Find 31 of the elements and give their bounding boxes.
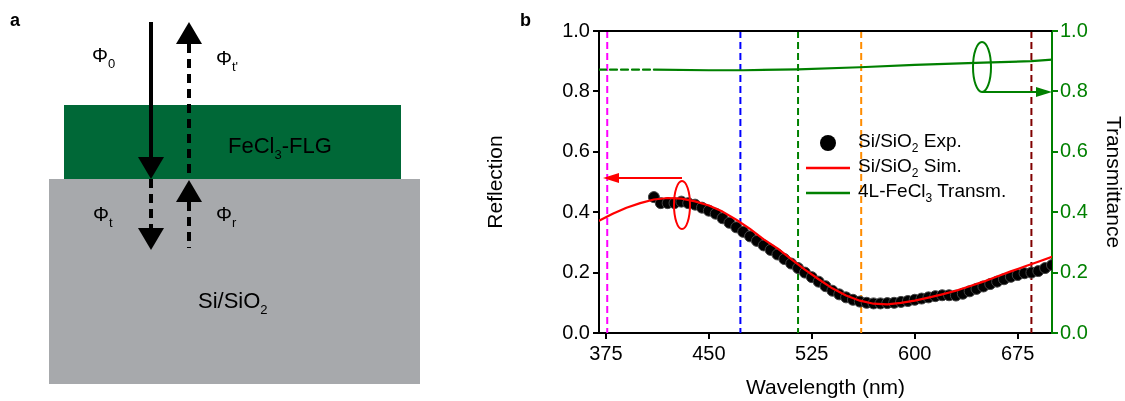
text: Si/SiO$_{2}$	[198, 288, 268, 317]
y-tick-label: 0.4	[562, 199, 590, 222]
y2-axis-title: Transmittance	[1102, 115, 1125, 249]
x-tick-label: 375	[589, 341, 623, 364]
text: a	[10, 10, 21, 31]
y-tick-label: 0.8	[562, 78, 590, 101]
x-tick-label: 450	[692, 341, 726, 364]
y2-tick-label: 0.2	[1060, 260, 1088, 283]
y-tick-label: 1.0	[562, 18, 590, 41]
y-axis-title: Reflection	[483, 135, 507, 229]
y2-tick-label: 0.0	[1060, 320, 1088, 343]
text: FeCl$_{3}$-FLG	[228, 133, 332, 162]
y2-tick-label: 1.0	[1060, 18, 1088, 41]
y-tick-label: 0.0	[562, 320, 590, 343]
y2-tick-label: 0.8	[1060, 78, 1088, 101]
text: Φ$_{r}$	[216, 203, 237, 230]
legend-label: 4L-FeCl$_{3}$ Transm.	[858, 180, 1007, 205]
chart-title: b	[520, 10, 531, 31]
y2-tick-label: 0.4	[1060, 199, 1088, 222]
x-axis-title: Wavelength (nm)	[745, 375, 906, 399]
y2-tick-label: 0.6	[1060, 139, 1088, 162]
text: Φ$_{t}$	[93, 203, 113, 230]
x-tick-label: 600	[898, 341, 932, 364]
legend-label: Si/SiO$_{2}$ Exp.	[858, 130, 962, 155]
x-tick-label: 525	[795, 341, 829, 364]
x-tick-label: 675	[1000, 341, 1035, 364]
y-tick-label: 0.6	[562, 139, 590, 162]
text: Φ$_{t'}$	[216, 47, 239, 74]
text: Φ$_{0}$	[92, 44, 116, 71]
legend-label: Si/SiO$_{2}$ Sim.	[858, 155, 962, 180]
y-tick-label: 0.2	[562, 260, 590, 283]
